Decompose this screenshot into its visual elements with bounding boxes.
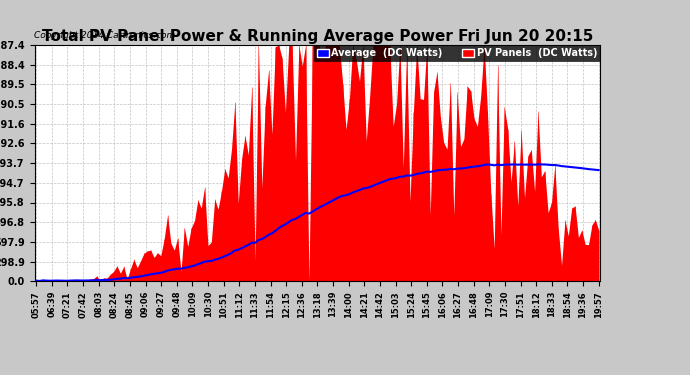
Legend: Average  (DC Watts), PV Panels  (DC Watts): Average (DC Watts), PV Panels (DC Watts) [314, 45, 600, 61]
Title: Total PV Panel Power & Running Average Power Fri Jun 20 20:15: Total PV Panel Power & Running Average P… [41, 29, 593, 44]
Text: Copyright 2014 Cartronics.com: Copyright 2014 Cartronics.com [34, 31, 176, 40]
